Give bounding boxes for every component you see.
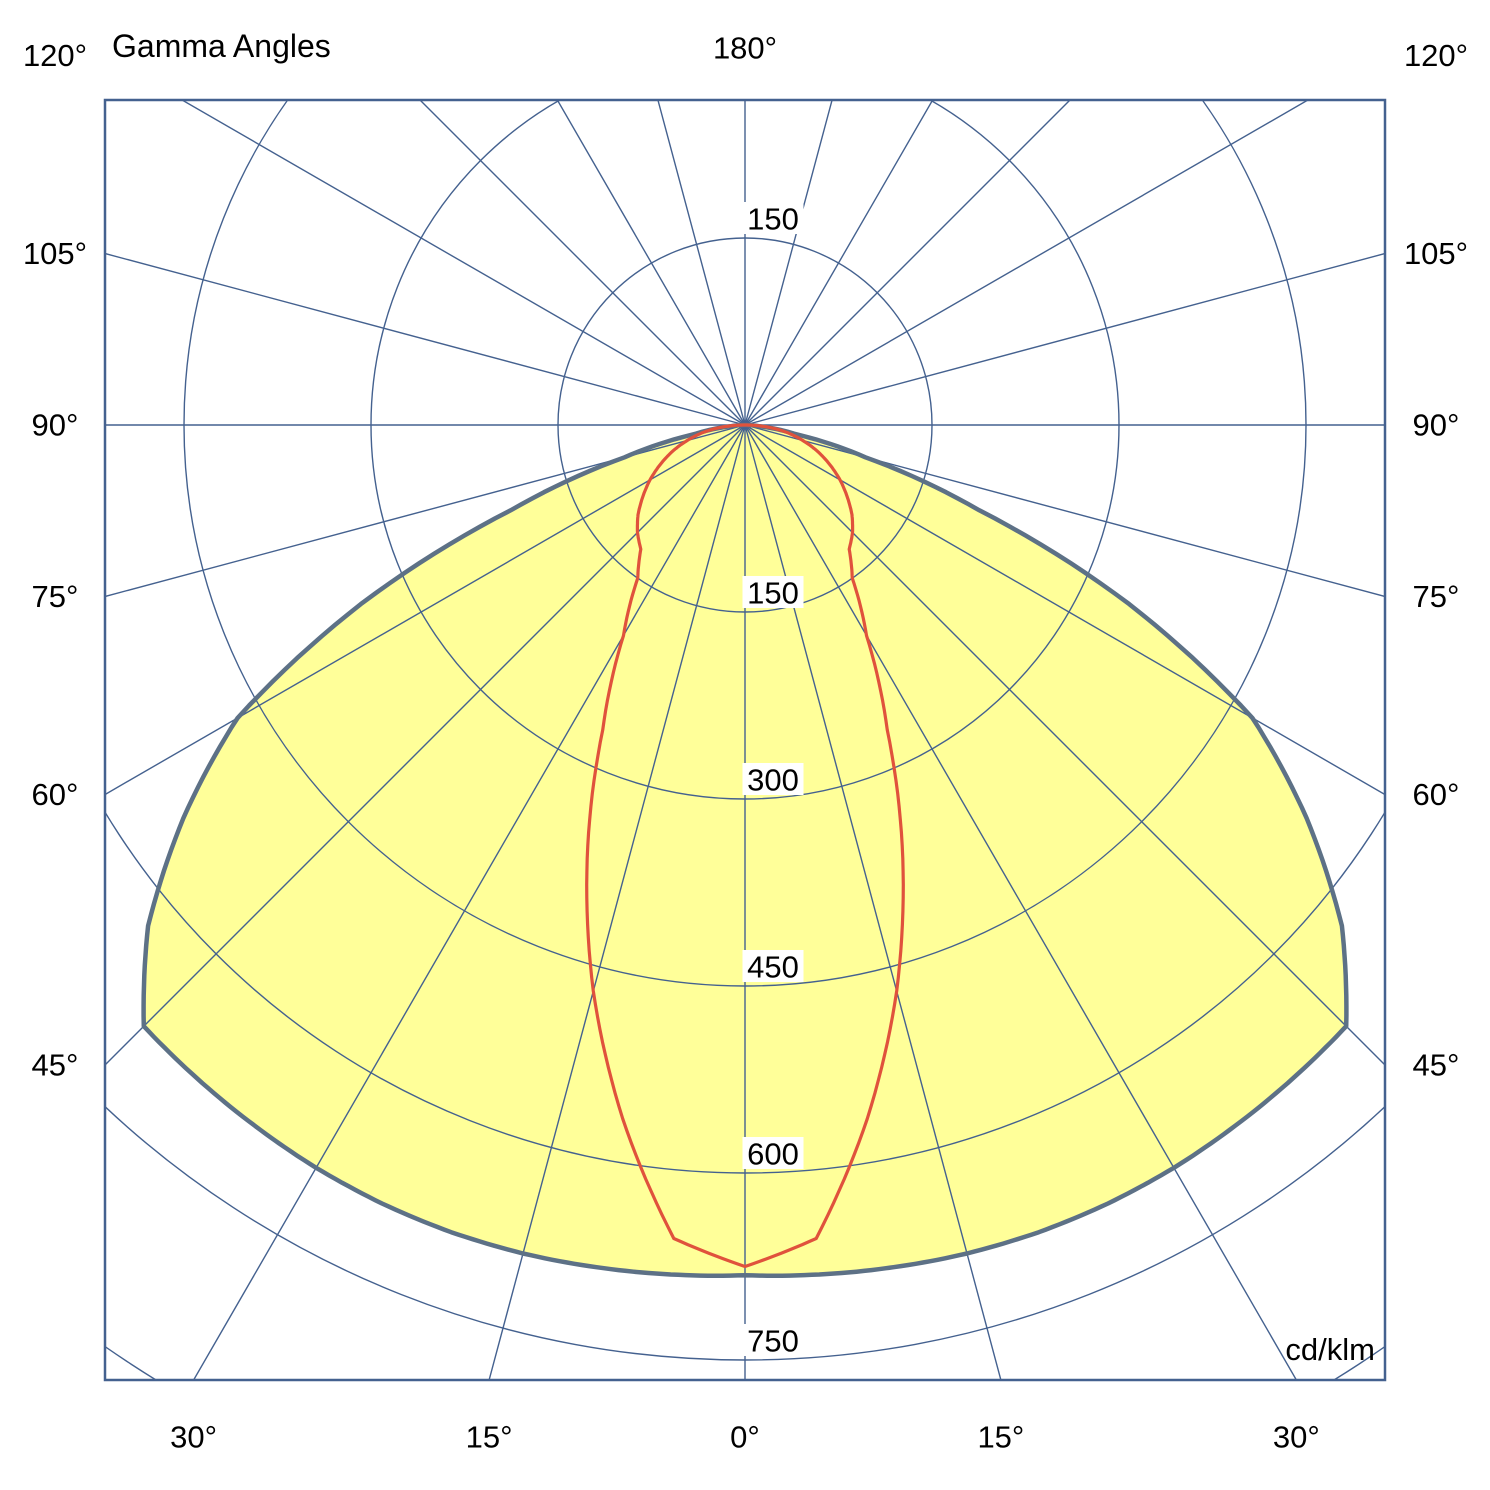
gamma-ray [744, 100, 833, 426]
gamma-label-bottom: 15° [466, 1420, 513, 1455]
ring-value-label: 600 [747, 1137, 799, 1172]
gamma-label-left: 75° [32, 579, 79, 614]
chart-title: Gamma Angles [112, 28, 331, 64]
ring-label-bg [742, 950, 804, 982]
ring-value-label: 300 [747, 763, 799, 798]
gamma-ray [105, 252, 746, 426]
gamma-label-right: 75° [1413, 579, 1460, 614]
ring-value-label: 150 [747, 202, 799, 237]
gamma-label-right: 60° [1413, 777, 1460, 812]
narrow-beam-curve [585, 423, 905, 1269]
ring-value-label: 750 [747, 1324, 799, 1359]
gamma-ray [744, 424, 1385, 598]
gamma-label-left: 105° [23, 236, 87, 271]
ring-label-bg [742, 576, 804, 608]
ring-value-label: 150 [747, 576, 799, 611]
gamma-ray [744, 424, 1385, 796]
gamma-label-right: 45° [1413, 1048, 1460, 1083]
gamma-ray [488, 424, 746, 1380]
wide-beam-outline [141, 422, 1349, 1278]
gamma-label-right: 120° [1404, 38, 1468, 73]
gamma-label-bottom: 15° [977, 1420, 1024, 1455]
gamma-ray [419, 100, 746, 426]
gamma-label-bottom: 30° [1273, 1420, 1320, 1455]
gamma-ray [180, 100, 746, 426]
gamma-ray [744, 252, 1385, 426]
gamma-ray [744, 100, 1071, 426]
gamma-label-left: 90° [32, 408, 79, 443]
gamma-ray [105, 424, 746, 598]
gamma-label-bottom: 30° [170, 1420, 217, 1455]
gamma-label-left: 45° [32, 1048, 79, 1083]
axis-labels: 150 300 450 600 750 150 45° 45° 60° 60° 75° 75° 90° 9… [23, 31, 1468, 1455]
gamma-label-bottom: 0° [730, 1420, 760, 1455]
gamma-label-left: 120° [23, 38, 87, 73]
gamma-label-right: 105° [1404, 236, 1468, 271]
ring-value-label: 450 [747, 950, 799, 985]
gamma-ray [744, 424, 1002, 1380]
gamma-ray [105, 424, 746, 796]
ring-label-bg [742, 1137, 804, 1169]
gamma-label-left: 60° [32, 777, 79, 812]
ring-label-bg [742, 202, 804, 234]
gamma-ray [657, 100, 746, 426]
gamma-ray [744, 100, 1310, 426]
gamma-ray [744, 424, 1298, 1380]
ring-label-bg [742, 763, 804, 795]
gamma-ray [192, 424, 746, 1380]
gamma-ray [556, 100, 746, 426]
gamma-label-top: 180° [713, 31, 777, 66]
ring-label-bg [742, 1324, 804, 1356]
gamma-label-right: 90° [1413, 408, 1460, 443]
unit-label: cd/klm [1285, 1332, 1375, 1367]
gamma-ray [744, 100, 934, 426]
plot-frame [103, 98, 1387, 1382]
